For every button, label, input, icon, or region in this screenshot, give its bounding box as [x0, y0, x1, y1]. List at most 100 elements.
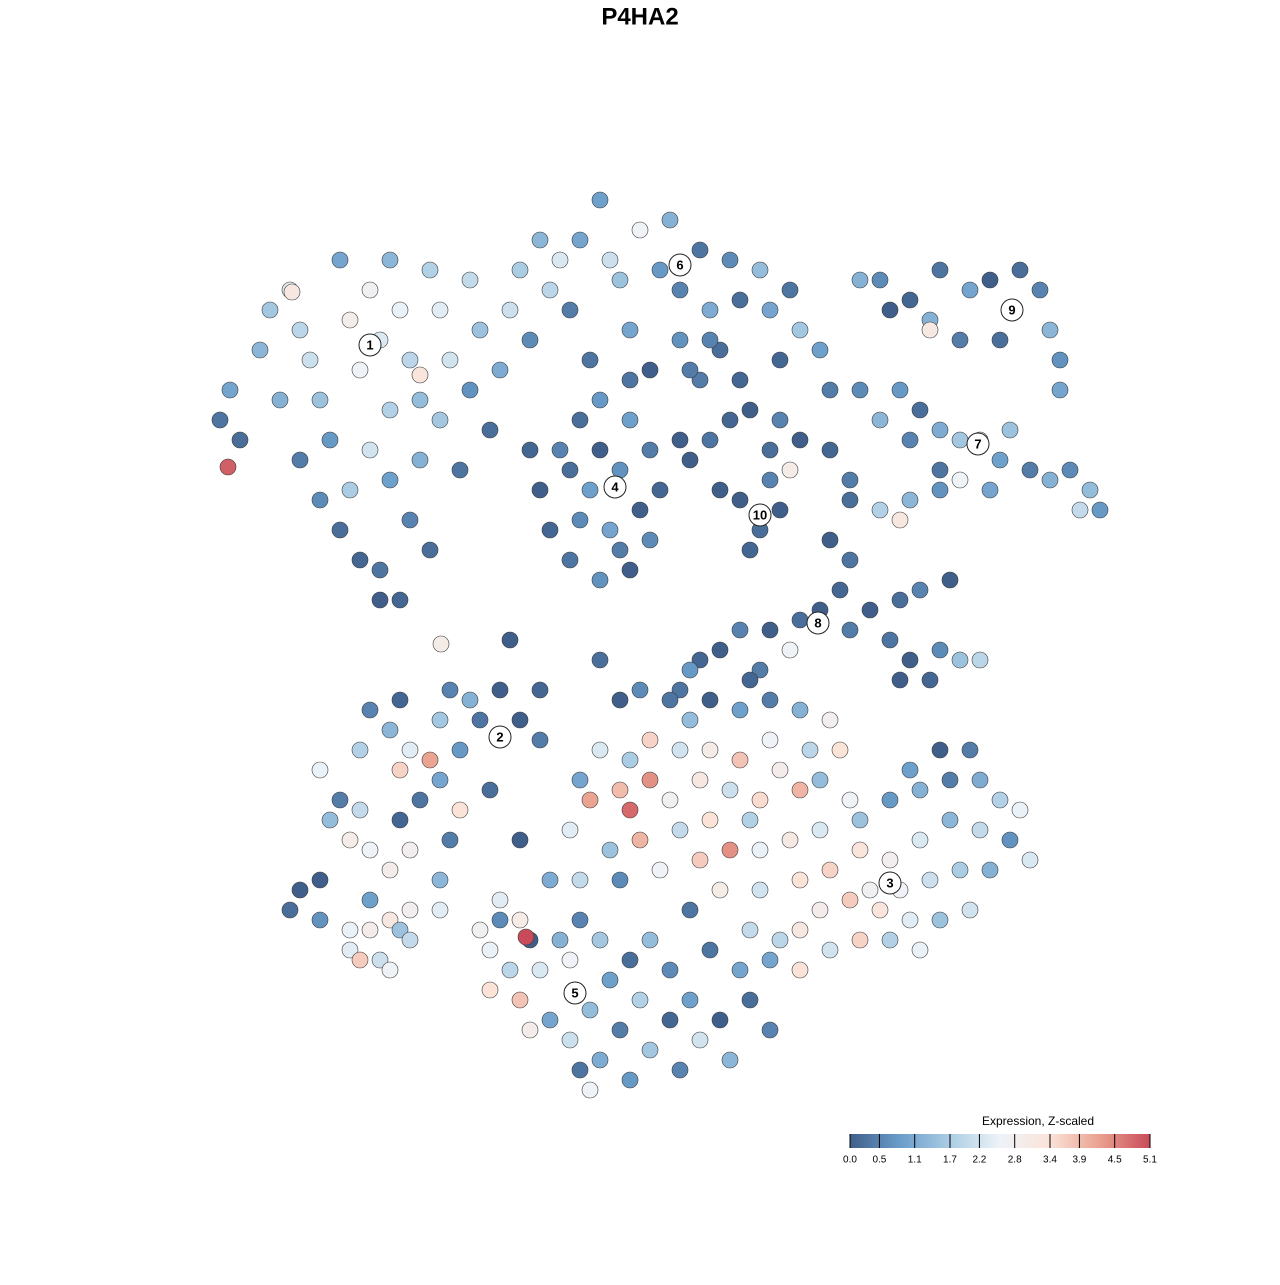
cluster-label: 6: [676, 257, 683, 272]
point: [251, 341, 269, 359]
point: [311, 491, 329, 509]
point: [711, 641, 729, 659]
cluster-label: 9: [1008, 302, 1015, 317]
point: [621, 751, 639, 769]
point: [461, 691, 479, 709]
point: [401, 931, 419, 949]
point: [401, 511, 419, 529]
point: [661, 791, 679, 809]
point: [611, 271, 629, 289]
point: [441, 351, 459, 369]
point: [341, 481, 359, 499]
point: [541, 1011, 559, 1029]
point: [511, 911, 529, 929]
point: [841, 891, 859, 909]
point: [301, 351, 319, 369]
point: [1021, 851, 1039, 869]
point: [591, 931, 609, 949]
point: [481, 941, 499, 959]
point: [771, 931, 789, 949]
point: [681, 361, 699, 379]
cluster-label-bg: [1000, 298, 1024, 322]
point: [391, 691, 409, 709]
point: [841, 471, 859, 489]
point: [911, 831, 929, 849]
point: [421, 751, 439, 769]
point: [841, 621, 859, 639]
point: [311, 761, 329, 779]
point: [621, 801, 639, 819]
point: [911, 401, 929, 419]
point: [951, 331, 969, 349]
point: [931, 741, 949, 759]
point: [381, 251, 399, 269]
point: [361, 701, 379, 719]
point: [351, 551, 369, 569]
point: [1011, 801, 1029, 819]
point: [741, 811, 759, 829]
point: [591, 741, 609, 759]
cluster-label-bg: [603, 475, 627, 499]
point: [821, 861, 839, 879]
point: [731, 701, 749, 719]
point: [811, 341, 829, 359]
point: [871, 501, 889, 519]
point: [591, 571, 609, 589]
colorbar-tick-label: 0.5: [872, 1155, 886, 1166]
point: [391, 591, 409, 609]
point: [701, 811, 719, 829]
point: [781, 461, 799, 479]
point: [721, 411, 739, 429]
point: [591, 651, 609, 669]
cluster-label: 8: [814, 615, 821, 630]
point: [431, 411, 449, 429]
point: [511, 831, 529, 849]
point: [361, 921, 379, 939]
point: [291, 321, 309, 339]
point: [451, 801, 469, 819]
point: [911, 781, 929, 799]
point: [521, 1021, 539, 1039]
point: [761, 951, 779, 969]
point: [821, 381, 839, 399]
point: [521, 441, 539, 459]
point: [401, 741, 419, 759]
point: [371, 951, 389, 969]
point: [551, 441, 569, 459]
point: [621, 411, 639, 429]
point: [741, 991, 759, 1009]
point: [371, 591, 389, 609]
point: [841, 551, 859, 569]
point: [721, 841, 739, 859]
point: [601, 521, 619, 539]
point: [681, 991, 699, 1009]
point: [881, 631, 899, 649]
point: [231, 431, 249, 449]
point: [381, 401, 399, 419]
point: [681, 901, 699, 919]
point: [671, 281, 689, 299]
point: [432, 635, 450, 653]
point: [491, 681, 509, 699]
point: [611, 691, 629, 709]
point: [701, 331, 719, 349]
point: [571, 771, 589, 789]
point: [671, 741, 689, 759]
point: [691, 771, 709, 789]
point: [591, 441, 609, 459]
point: [221, 381, 239, 399]
point: [931, 481, 949, 499]
point: [851, 841, 869, 859]
point: [271, 391, 289, 409]
point: [601, 841, 619, 859]
point: [821, 941, 839, 959]
point: [531, 231, 549, 249]
point: [411, 391, 429, 409]
point: [881, 931, 899, 949]
point: [381, 911, 399, 929]
point: [341, 941, 359, 959]
point: [621, 321, 639, 339]
point: [351, 951, 369, 969]
cluster-label-bg: [806, 611, 830, 635]
point: [651, 481, 669, 499]
